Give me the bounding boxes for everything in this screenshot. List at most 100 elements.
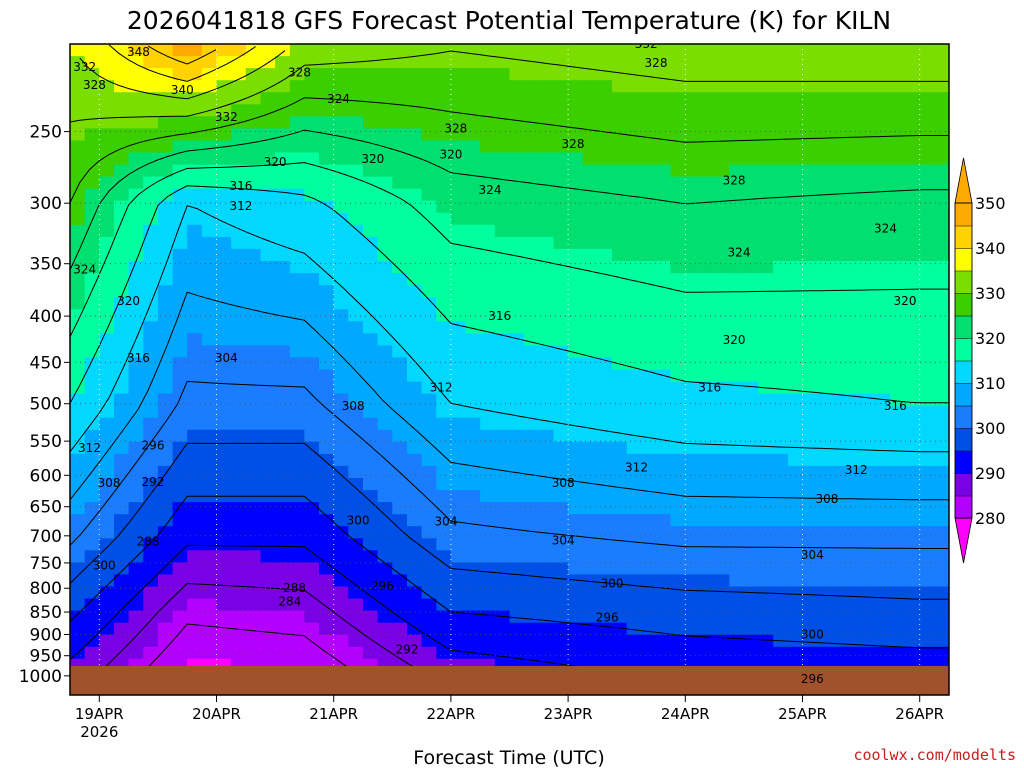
theta-fill-cell (494, 188, 511, 202)
theta-fill-cell (934, 514, 949, 527)
theta-fill-cell (641, 610, 657, 624)
theta-fill-cell (568, 610, 584, 624)
theta-fill-cell (831, 357, 847, 371)
theta-fill-cell (333, 116, 349, 129)
theta-fill-cell (70, 188, 86, 202)
theta-fill-cell (729, 224, 745, 238)
theta-fill-cell (700, 212, 716, 226)
theta-fill-cell (245, 550, 262, 563)
theta-fill-cell (700, 634, 716, 648)
theta-fill-cell (114, 309, 130, 322)
theta-fill-cell (773, 188, 789, 202)
theta-fill-cell (231, 562, 247, 576)
theta-fill-cell (157, 212, 174, 226)
theta-fill-cell (421, 116, 437, 129)
theta-fill-cell (817, 598, 833, 612)
theta-fill-cell (304, 538, 320, 551)
theta-fill-cell (260, 309, 276, 322)
theta-fill-cell (656, 345, 672, 359)
theta-fill-cell (494, 526, 511, 539)
theta-fill-cell (407, 333, 423, 346)
theta-fill-cell (582, 526, 598, 539)
theta-fill-cell (231, 321, 247, 334)
theta-fill-cell (509, 248, 525, 262)
theta-fill-cell (216, 44, 232, 57)
theta-fill-cell (465, 200, 481, 214)
y-tick-label: 750 (30, 554, 62, 574)
theta-fill-cell (802, 80, 818, 93)
theta-fill-cell (289, 321, 305, 334)
theta-fill-cell (846, 68, 862, 81)
theta-fill-cell (714, 453, 730, 467)
theta-fill-cell (905, 273, 921, 286)
theta-fill-cell (304, 598, 320, 612)
theta-fill-cell (831, 417, 847, 431)
theta-fill-cell (787, 212, 804, 226)
theta-fill-cell (216, 381, 232, 395)
theta-fill-cell (348, 297, 364, 310)
theta-fill-cell (758, 562, 774, 576)
theta-fill-cell (612, 104, 628, 117)
theta-fill-cell (919, 309, 935, 322)
theta-fill-cell (568, 586, 584, 600)
theta-fill-cell (846, 429, 862, 443)
theta-fill-cell (480, 152, 496, 166)
theta-fill-cell (817, 236, 833, 250)
theta-fill-cell (289, 104, 305, 117)
theta-fill-cell (319, 574, 335, 588)
theta-fill-cell (289, 92, 305, 105)
theta-fill-cell (450, 345, 467, 359)
theta-fill-cell (656, 393, 672, 407)
theta-fill-cell (128, 188, 144, 202)
theta-fill-cell (568, 212, 584, 226)
theta-fill-cell (802, 152, 818, 166)
theta-fill-cell (641, 164, 657, 178)
theta-fill-cell (494, 586, 511, 600)
theta-fill-cell (216, 321, 232, 334)
theta-fill-cell (172, 562, 188, 576)
theta-fill-cell (187, 369, 203, 383)
theta-fill-cell (363, 429, 379, 443)
theta-fill-cell (582, 610, 598, 624)
theta-fill-cell (157, 236, 174, 250)
theta-fill-cell (553, 236, 569, 250)
theta-fill-cell (714, 152, 730, 166)
theta-fill-cell (773, 212, 789, 226)
theta-fill-cell (392, 128, 408, 142)
theta-fill-cell (758, 357, 774, 371)
theta-fill-cell (363, 104, 379, 117)
theta-fill-cell (450, 285, 467, 298)
colorbar-segment (954, 315, 973, 339)
theta-fill-cell (714, 574, 730, 588)
colorbar-extend-max (954, 157, 973, 204)
theta-fill-cell (421, 321, 437, 334)
theta-fill-cell (934, 574, 949, 588)
theta-fill-cell (187, 297, 203, 310)
theta-fill-cell (377, 381, 393, 395)
theta-fill-cell (392, 369, 408, 383)
theta-fill-cell (216, 429, 232, 443)
theta-fill-cell (114, 610, 130, 624)
theta-fill-cell (407, 646, 423, 660)
theta-fill-cell (905, 297, 921, 310)
theta-fill-cell (861, 429, 877, 443)
theta-fill-cell (787, 429, 804, 443)
theta-fill-cell (231, 128, 247, 142)
y-tick-label: 850 (30, 603, 62, 623)
theta-fill-cell (392, 224, 408, 238)
theta-fill-cell (509, 478, 525, 491)
theta-fill-cell (304, 417, 320, 431)
theta-fill-cell (392, 634, 408, 648)
theta-fill-cell (260, 188, 276, 202)
theta-fill-cell (626, 297, 642, 310)
theta-fill-cell (919, 176, 935, 190)
theta-fill-cell (363, 248, 379, 262)
theta-fill-cell (700, 92, 716, 105)
theta-fill-cell (787, 441, 804, 455)
theta-fill-cell (538, 550, 555, 563)
theta-fill-cell (421, 224, 437, 238)
theta-fill-cell (538, 562, 555, 576)
theta-fill-cell (685, 345, 701, 359)
contour-label: 300 (601, 576, 624, 590)
theta-fill-cell (128, 164, 144, 178)
